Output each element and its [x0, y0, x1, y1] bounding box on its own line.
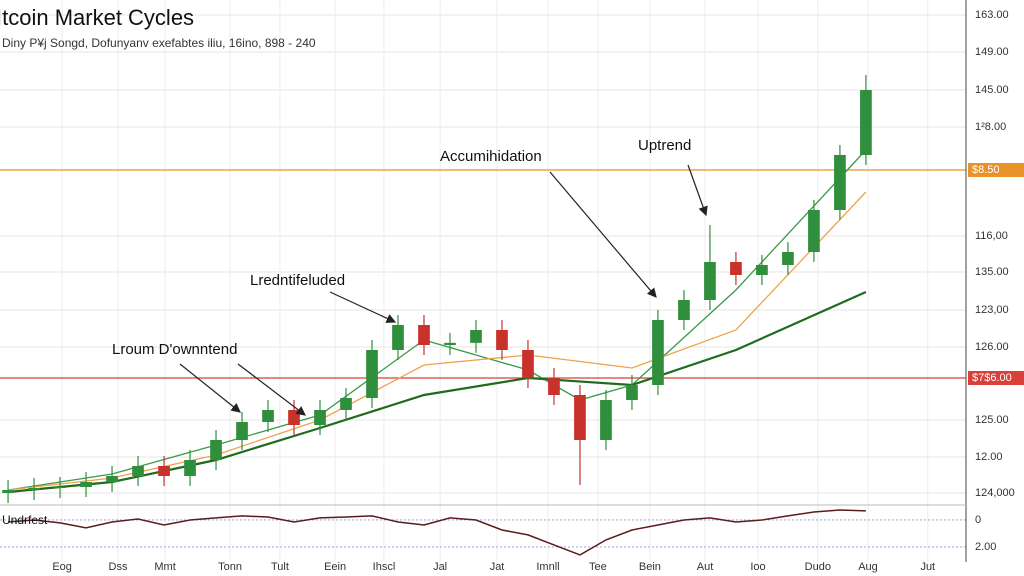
level-label: $7$6.00 [972, 372, 1012, 384]
candle-body [184, 460, 196, 476]
chart-title: Itcoin Market Cycles [0, 5, 194, 30]
plot [0, 75, 966, 556]
candle-body [574, 395, 586, 440]
level-label: $8.50 [972, 164, 1000, 176]
x-tick-label: Jat [490, 561, 505, 573]
candle-body [600, 400, 612, 440]
candle-body [2, 490, 14, 493]
y-tick-label: 145.00 [975, 84, 1009, 96]
oscillator-label: Undrfest [2, 513, 48, 527]
annotation: Accumihidation [440, 148, 542, 165]
candle-body [80, 482, 92, 487]
arrow [329, 291, 397, 323]
candle-body [54, 487, 66, 488]
x-tick-label: Bein [639, 561, 661, 573]
x-tick-label: Tonn [218, 561, 242, 573]
y-tick-label: 123,00 [975, 304, 1009, 316]
y-tick-label: 163.00 [975, 9, 1009, 21]
candle-body [418, 325, 430, 345]
y-tick-label: 126.00 [975, 341, 1009, 353]
arrow [179, 363, 241, 413]
arrow [687, 164, 708, 217]
x-tick-label: Ioo [750, 561, 765, 573]
candle-body [522, 350, 534, 378]
candle-body [678, 300, 690, 320]
candle-body [288, 410, 300, 425]
candle-body [548, 378, 560, 395]
x-tick-label: Aug [858, 561, 878, 573]
candle-body [366, 350, 378, 398]
candle-body [652, 320, 664, 385]
moving-average [7, 290, 867, 494]
oscillator-line [8, 509, 866, 556]
candle-body [756, 265, 768, 275]
y-tick-label: 1²8.00 [975, 121, 1006, 133]
x-tick-label: Jut [920, 561, 935, 573]
candle-body [158, 466, 170, 476]
candle-body [132, 466, 144, 476]
candle-body [236, 422, 248, 440]
candle-body [730, 262, 742, 275]
y-tick-label: 135.00 [975, 266, 1009, 278]
y-tick-label: 149.00 [975, 46, 1009, 58]
candle-body [834, 155, 846, 210]
x-tick-label: Aut [697, 561, 714, 573]
x-tick-label: Dudo [805, 561, 831, 573]
annotation: Uptrend [638, 137, 691, 154]
candle-body [444, 342, 456, 345]
candle-body [210, 440, 222, 460]
candle-body [28, 488, 40, 490]
arrow [549, 171, 657, 298]
candle-body [782, 252, 794, 265]
x-tick-label: Ihscl [373, 561, 396, 573]
x-tick-label: Eog [52, 561, 72, 573]
y-tick-label: 116,00 [975, 230, 1008, 242]
candle-body [470, 330, 482, 343]
x-tick-label: Dss [109, 561, 128, 573]
level-tag [968, 371, 1024, 385]
annotation: Lroum D'ownntend [112, 341, 237, 358]
x-tick-label: Tult [271, 561, 289, 573]
candle-body [106, 476, 118, 482]
x-tick-label: Imnll [536, 561, 559, 573]
candle-body [808, 210, 820, 252]
x-tick-label: Mmt [154, 561, 175, 573]
candle-body [262, 410, 274, 422]
y-tick-label: 125.00 [975, 414, 1009, 426]
x-tick-label: Tee [589, 561, 607, 573]
y-tick-label: 0 [975, 514, 981, 526]
level-tag [968, 163, 1024, 177]
arrow [237, 363, 306, 416]
x-tick-label: Eein [324, 561, 346, 573]
candle-body [704, 262, 716, 300]
candle-body [340, 398, 352, 410]
candle-body [392, 325, 404, 350]
y-tick-label: 2.00 [975, 541, 996, 553]
y-tick-label: 12.00 [975, 451, 1003, 463]
x-tick-label: Jal [433, 561, 447, 573]
y-tick-label: 124,000 [975, 487, 1015, 499]
candle-body [314, 410, 326, 425]
candle-body [860, 90, 872, 155]
moving-average [8, 191, 867, 491]
candle-body [626, 385, 638, 400]
candle-body [496, 330, 508, 350]
annotation: Lredntifeluded [250, 272, 345, 289]
chart-subtitle: Diny P¥j Songd, Dofunyanv exefabtes iliu… [2, 36, 316, 50]
